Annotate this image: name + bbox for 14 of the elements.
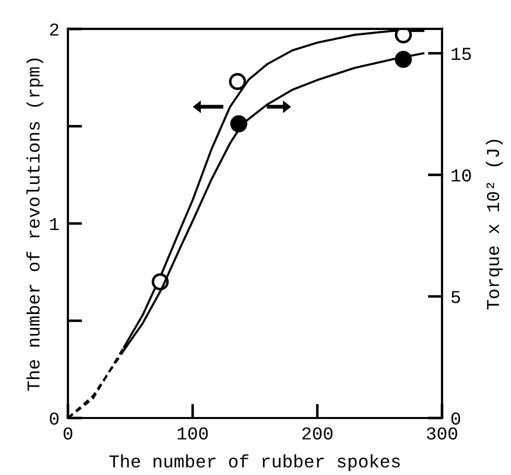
x-tick-label: 100 [178, 427, 208, 440]
y-tick-label: 0 [50, 412, 59, 425]
x-tick-label: 0 [64, 427, 72, 440]
x-tick-label: 300 [426, 427, 458, 440]
y2-tick-label: 5 [451, 291, 460, 304]
y2-tick-label: 0 [451, 412, 460, 425]
y-axis-title: The number of revolutions (rpm) [26, 58, 44, 391]
y2-axis-title: Torque x 10² (J) [486, 140, 503, 310]
x-tick-label: 200 [302, 427, 332, 440]
x-axis-title: The number of rubber spokes [109, 454, 400, 472]
y-tick-label: 1 [50, 218, 59, 230]
y-tick-label: 2 [50, 23, 58, 36]
y2-tick-label: 10 [452, 169, 471, 182]
y2-tick-label: 15 [452, 48, 471, 60]
